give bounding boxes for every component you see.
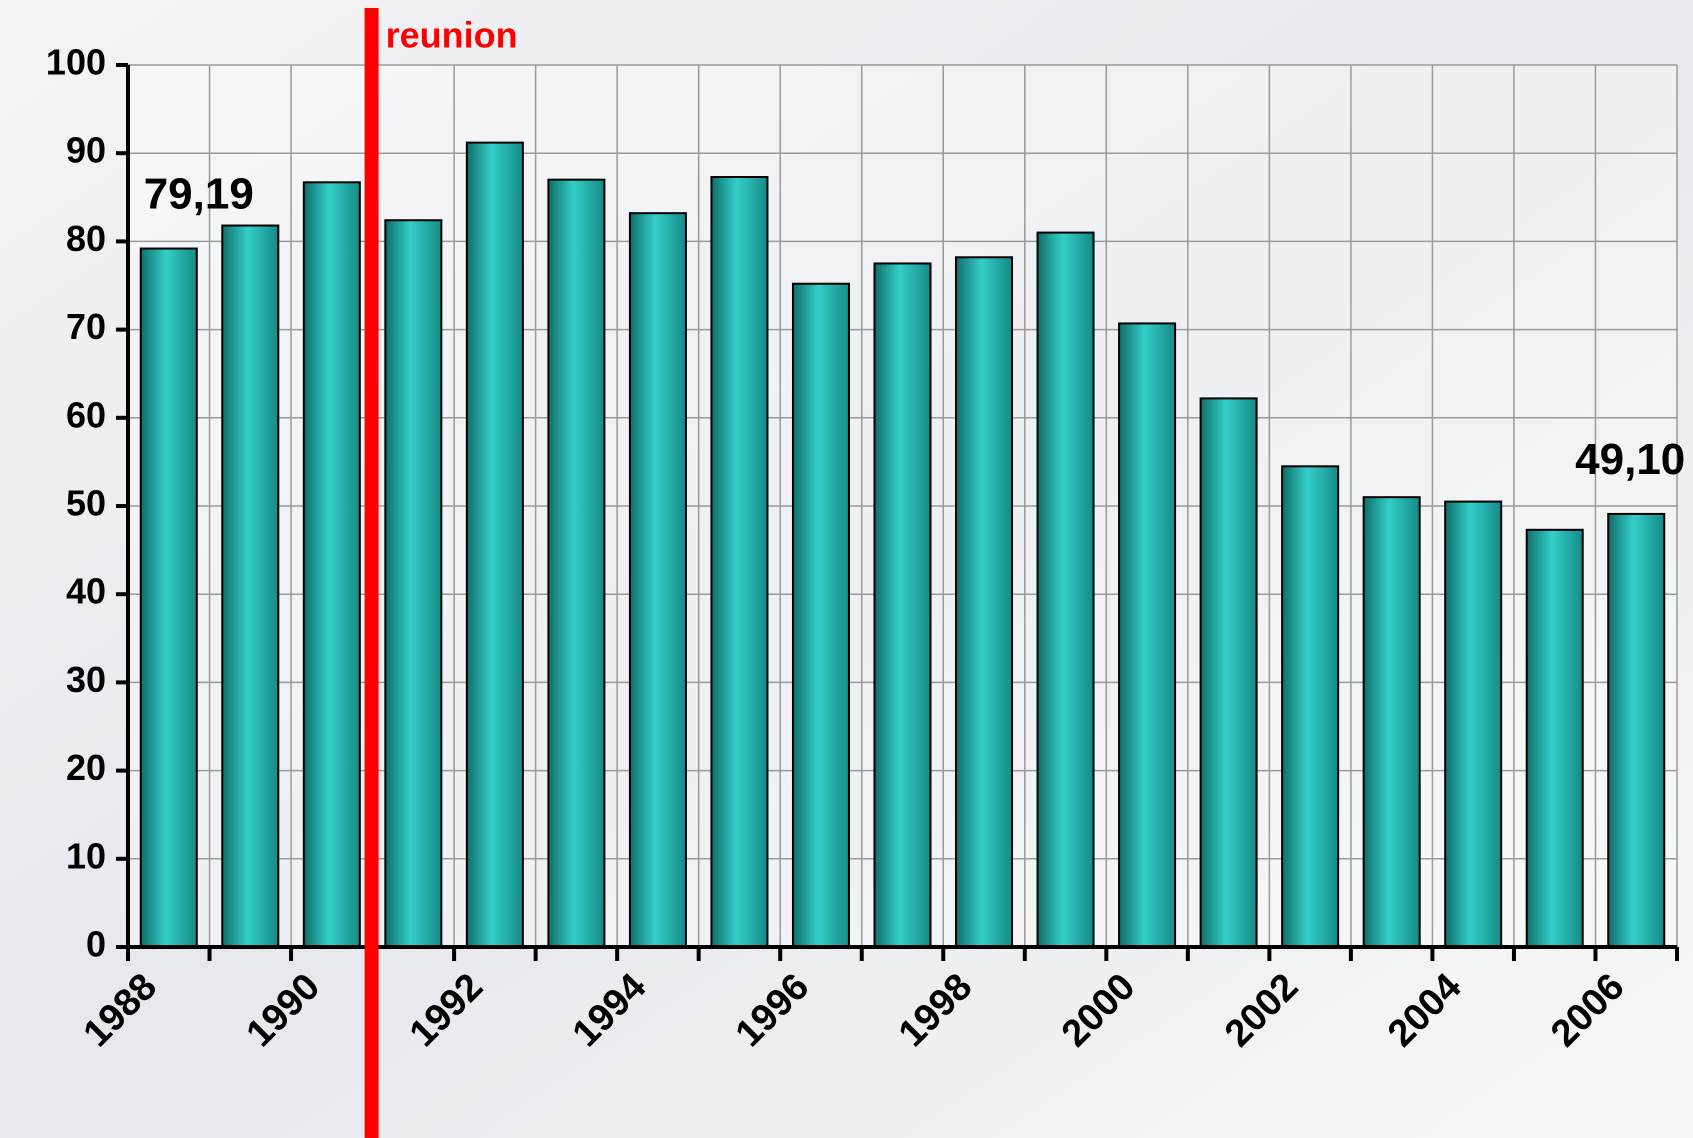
- y-tick-label: 30: [66, 659, 106, 700]
- bar: [1119, 323, 1175, 947]
- bar: [141, 249, 197, 947]
- bar: [1038, 233, 1094, 947]
- bar: [630, 213, 686, 947]
- bar: [548, 180, 604, 947]
- chart: 0102030405060708090100198879,19199019921…: [0, 0, 1693, 1138]
- bar: [467, 143, 523, 947]
- bar: [304, 182, 360, 947]
- y-tick-label: 10: [66, 835, 106, 876]
- bar: [1364, 497, 1420, 947]
- bar: [222, 226, 278, 947]
- bar: [711, 177, 767, 947]
- bar: [1608, 514, 1664, 947]
- y-tick-label: 70: [66, 306, 106, 347]
- y-tick-label: 60: [66, 394, 106, 435]
- data-label: 79,19: [144, 170, 254, 219]
- y-tick-label: 90: [66, 130, 106, 171]
- bar: [1201, 398, 1257, 947]
- bar: [1282, 466, 1338, 947]
- annotation-label: reunion: [386, 15, 518, 56]
- bar: [385, 220, 441, 947]
- bar: [956, 257, 1012, 947]
- bar: [793, 284, 849, 947]
- data-label: 49,10: [1575, 435, 1685, 484]
- y-tick-label: 50: [66, 483, 106, 524]
- bar: [875, 263, 931, 947]
- y-tick-label: 80: [66, 218, 106, 259]
- y-tick-label: 100: [46, 42, 106, 83]
- bar: [1527, 530, 1583, 947]
- y-tick-label: 40: [66, 571, 106, 612]
- y-tick-label: 20: [66, 747, 106, 788]
- bar: [1445, 502, 1501, 947]
- y-tick-label: 0: [86, 924, 106, 965]
